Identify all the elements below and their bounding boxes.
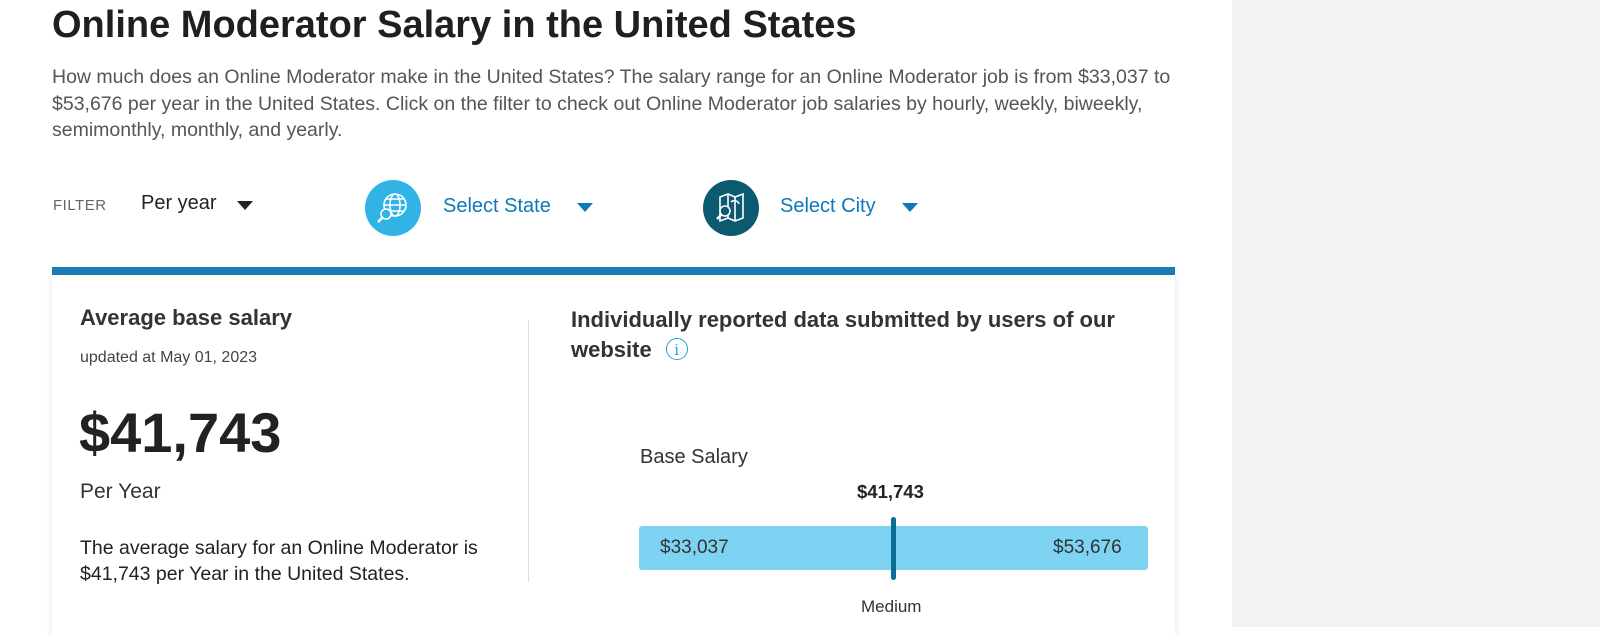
card-top-accent xyxy=(52,267,1175,275)
salary-range-min: $33,037 xyxy=(660,537,729,558)
median-salary-value: $41,743 xyxy=(857,481,924,502)
period-dropdown[interactable]: Per year xyxy=(141,192,253,215)
median-label: Medium xyxy=(861,597,922,616)
select-city-label: Select City xyxy=(780,195,876,217)
average-salary-heading: Average base salary xyxy=(80,305,292,330)
chevron-down-icon xyxy=(901,203,918,212)
select-state-label: Select State xyxy=(443,195,551,217)
average-salary-amount: $41,743 xyxy=(79,401,282,464)
updated-date: updated at May 01, 2023 xyxy=(80,349,258,366)
info-icon[interactable]: i xyxy=(665,338,688,361)
base-salary-label: Base Salary xyxy=(640,446,748,468)
intro-text: How much does an Online Moderator make i… xyxy=(52,66,1171,141)
card-divider xyxy=(528,320,529,582)
salary-period: Per Year xyxy=(80,480,161,503)
select-state-dropdown[interactable]: Select State xyxy=(443,195,593,218)
map-search-icon[interactable] xyxy=(703,180,759,236)
reported-data-heading: Individually reported data submitted by … xyxy=(571,305,1151,365)
chevron-down-icon xyxy=(236,200,253,210)
right-side-panel xyxy=(1232,0,1600,627)
globe-search-icon[interactable] xyxy=(365,180,421,236)
average-salary-description: The average salary for an Online Moderat… xyxy=(80,537,478,585)
page-title: Online Moderator Salary in the United St… xyxy=(52,4,857,46)
select-city-dropdown[interactable]: Select City xyxy=(780,195,918,218)
chevron-down-icon xyxy=(576,203,593,212)
period-dropdown-value: Per year xyxy=(141,192,217,214)
reported-data-heading-text: Individually reported data submitted by … xyxy=(571,307,1115,362)
salary-range-max: $53,676 xyxy=(1053,537,1122,558)
median-marker xyxy=(891,517,896,580)
salary-card xyxy=(52,275,1175,635)
filter-label: FILTER xyxy=(53,197,107,214)
